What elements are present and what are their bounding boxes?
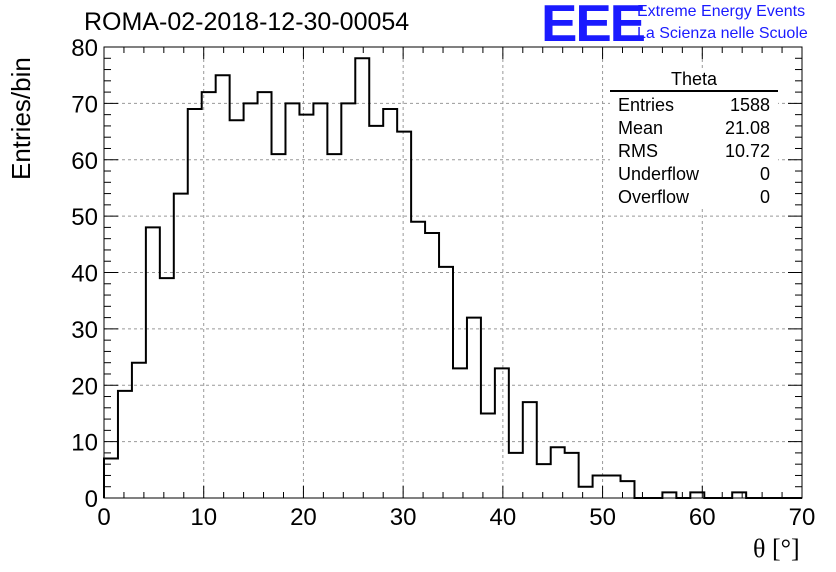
eee-logo: EEE: [541, 0, 646, 53]
histogram-bin: [258, 92, 272, 498]
x-tick-label: 30: [390, 504, 417, 531]
histogram-bin: [495, 368, 509, 498]
histogram-bin: [690, 492, 704, 498]
histogram-bin: [132, 363, 146, 498]
stats-label: Entries: [618, 95, 675, 115]
stats-row-underflow: Underflow 0: [610, 163, 778, 186]
x-tick-label: 60: [689, 504, 716, 531]
stats-row-overflow: Overflow 0: [610, 186, 778, 209]
y-tick-label: 70: [71, 91, 98, 118]
histogram-bin: [341, 103, 355, 498]
histogram-bin: [299, 115, 313, 498]
x-tick-label: 10: [190, 504, 217, 531]
stats-value: 0: [759, 187, 770, 207]
stats-row-rms: RMS 10.72: [610, 140, 778, 163]
histogram-bin: [593, 475, 607, 498]
stats-label: Mean: [618, 118, 664, 138]
stats-label: RMS: [618, 141, 658, 161]
histogram-bin: [425, 233, 439, 498]
x-axis-label: θ [°]: [753, 534, 800, 563]
histogram-bin: [313, 103, 327, 498]
histogram-bin: [146, 227, 160, 498]
histogram-bin: [244, 103, 258, 498]
histogram-bin: [509, 453, 523, 498]
histogram-bin: [202, 92, 216, 498]
histogram-bin: [272, 154, 286, 498]
histogram-bin: [732, 492, 746, 498]
histogram-bin: [453, 368, 467, 498]
histogram-bin: [579, 487, 593, 498]
stats-value: 10.72: [724, 141, 770, 161]
histogram-bin: [411, 222, 425, 498]
histogram-bin: [481, 413, 495, 498]
histogram-bin: [607, 475, 621, 498]
histogram-bin: [355, 58, 369, 498]
stats-row-mean: Mean 21.08: [610, 117, 778, 140]
stats-label: Underflow: [618, 164, 700, 184]
histogram-bin: [285, 103, 299, 498]
x-tick-label: 40: [490, 504, 517, 531]
histogram-bin: [216, 75, 230, 498]
histogram-bin: [523, 402, 537, 498]
histogram-bin: [104, 459, 118, 498]
stats-value: 1588: [729, 95, 770, 115]
stats-box: Theta Entries 1588 Mean 21.08 RMS 10.72 …: [610, 68, 778, 209]
histogram-bin: [369, 126, 383, 498]
stats-label: Overflow: [618, 187, 690, 207]
y-tick-label: 10: [71, 430, 98, 457]
histogram-bin: [551, 447, 565, 498]
histogram-bin: [662, 492, 676, 498]
histogram-bin: [565, 453, 579, 498]
histogram-bin: [188, 109, 202, 498]
histogram-bin: [383, 109, 397, 498]
histogram-bin: [327, 154, 341, 498]
y-tick-label: 30: [71, 317, 98, 344]
x-tick-label: 0: [97, 504, 110, 531]
y-tick-label: 20: [71, 373, 98, 400]
x-tick-label: 70: [789, 504, 816, 531]
y-tick-label: 60: [71, 148, 98, 175]
x-tick-label: 50: [589, 504, 616, 531]
histogram-series-line: [103, 57, 802, 499]
histogram-bin: [397, 132, 411, 498]
logo-subtitle-1: Extreme Energy Events: [637, 3, 806, 20]
y-tick-label: 50: [71, 204, 98, 231]
y-tick-label: 80: [71, 35, 98, 62]
logo-subtitle-2: La Scienza nelle Scuole: [637, 25, 808, 42]
y-tick-label: 40: [71, 261, 98, 288]
histogram-bin: [118, 391, 132, 498]
chart-title: ROMA-02-2018-12-30-00054: [84, 8, 410, 36]
stats-box-name: Theta: [610, 68, 778, 92]
stats-value: 21.08: [724, 118, 770, 138]
x-tick-label: 20: [290, 504, 317, 531]
histogram-bin: [621, 481, 635, 498]
histogram-bin: [160, 278, 174, 498]
stats-value: 0: [759, 164, 770, 184]
histogram-bin: [537, 464, 551, 498]
histogram-bin: [174, 194, 188, 498]
histogram-bin: [230, 120, 244, 498]
histogram-bin: [439, 267, 453, 498]
histogram-bin: [467, 318, 481, 498]
stats-row-entries: Entries 1588: [610, 94, 778, 117]
y-axis-label: Entries/bin: [6, 57, 36, 180]
y-tick-label: 0: [85, 486, 98, 513]
